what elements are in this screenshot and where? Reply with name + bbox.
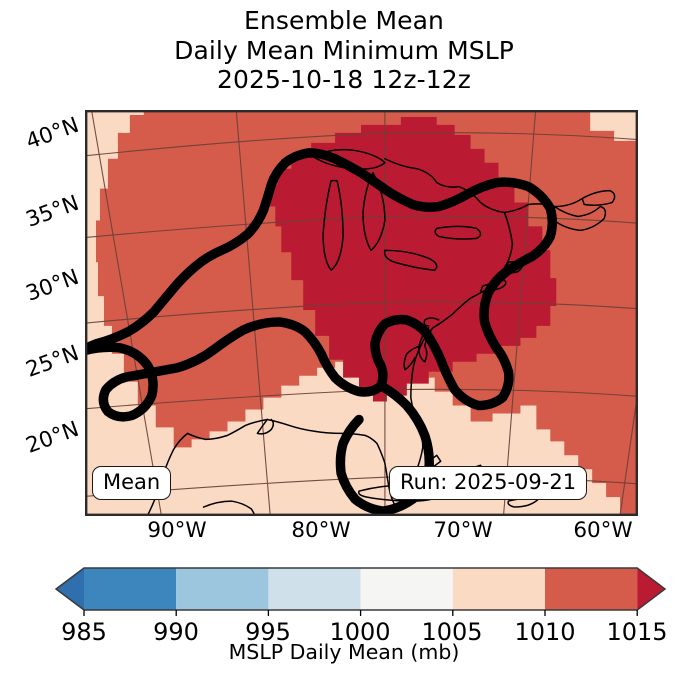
map-label-mean: Mean <box>92 466 172 501</box>
colorbar-tick-995: 995 <box>245 618 291 646</box>
map-panel[interactable] <box>85 110 638 516</box>
map-label-run: Run: 2025-09-21 <box>389 466 588 501</box>
lat-tick-35n: 35°N <box>22 190 83 233</box>
colorbar-bin-1010-1015 <box>545 568 638 610</box>
colorbar-tick-1015: 1015 <box>606 618 668 646</box>
colorbar-extend-max <box>637 568 665 610</box>
title-line-2: Daily Mean Minimum MSLP <box>174 35 514 65</box>
colorbar-tick-1000: 1000 <box>329 618 391 646</box>
colorbar-ticks <box>83 610 638 616</box>
colorbar-extend-min <box>56 568 84 610</box>
colorbar-canvas <box>54 567 667 616</box>
colorbar-bin-1005-1010 <box>452 568 545 610</box>
lon-tick-70w: 70°W <box>433 518 493 543</box>
map-border <box>86 111 637 515</box>
lat-tick-40n: 40°N <box>22 112 83 155</box>
lon-tick-60w: 60°W <box>573 518 633 543</box>
colorbar-bin-990-995 <box>176 568 269 610</box>
colorbar-swatches <box>56 568 665 610</box>
colorbar-tick-1005: 1005 <box>421 618 483 646</box>
lat-tick-25n: 25°N <box>22 340 83 383</box>
map-canvas <box>86 111 637 515</box>
page-title: Ensemble Mean Daily Mean Minimum MSLP 20… <box>0 6 688 95</box>
colorbar-tick-985: 985 <box>61 618 107 646</box>
field-patch-northeast-1005-1010 <box>590 111 637 141</box>
colorbar-axis-label: MSLP Daily Mean (mb) <box>228 640 460 664</box>
lat-tick-30n: 30°N <box>22 264 83 307</box>
lon-tick-90w: 90°W <box>147 518 207 543</box>
contour-line-1013 <box>86 148 558 422</box>
title-line-1: Ensemble Mean <box>244 6 444 35</box>
colorbar-tick-1010: 1010 <box>514 618 576 646</box>
colorbar[interactable]: 985 990 995 1000 1005 1010 1015 <box>0 560 688 674</box>
colorbar-bin-1000-1005 <box>360 568 453 610</box>
contour-line-1013-florida-loop <box>335 380 434 515</box>
colorbar-bin-985-990 <box>84 568 177 610</box>
title-line-3: 2025-10-18 12z-12z <box>217 65 471 94</box>
colorbar-tick-990: 990 <box>153 618 199 646</box>
lat-tick-20n: 20°N <box>22 416 83 459</box>
colorbar-bin-995-1000 <box>268 568 361 610</box>
lon-tick-80w: 80°W <box>291 518 351 543</box>
